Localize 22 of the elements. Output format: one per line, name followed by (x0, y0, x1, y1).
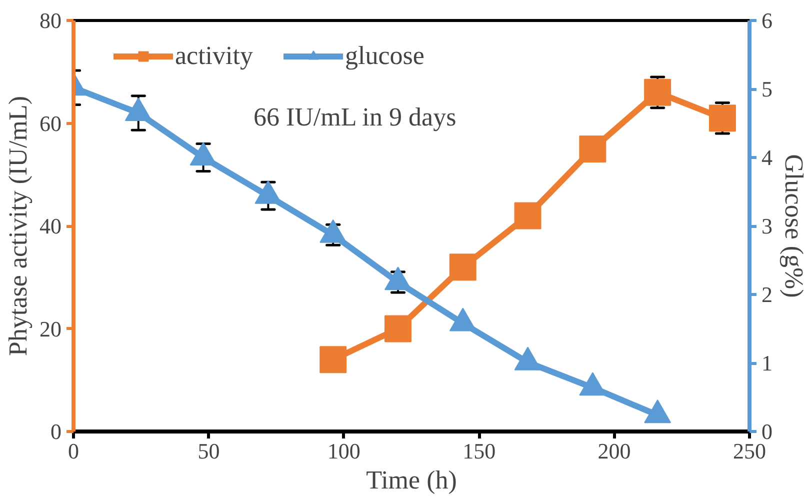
y2-tick-label: 5 (762, 76, 772, 102)
x-tick-label: 100 (327, 438, 360, 464)
y-tick-label: 60 (40, 110, 62, 136)
legend-label: glucose (344, 41, 424, 71)
y2-tick-label: 1 (762, 350, 772, 376)
y2-tick-label: 3 (762, 214, 772, 238)
y2-axis-title: Glucose (g%) (780, 154, 808, 298)
x-tick-label: 150 (462, 438, 496, 464)
y-axis-title: Phytase activity (IU/mL) (4, 96, 32, 356)
x-tick-label: 50 (198, 438, 220, 464)
legend-label: activity (175, 41, 253, 71)
y-tick-label: 0 (50, 419, 62, 444)
y-tick-label: 20 (40, 316, 62, 342)
y-tick-label: 80 (40, 8, 62, 33)
y2-tick-label: 2 (762, 282, 772, 307)
y2-tick-label: 6 (762, 8, 772, 33)
x-tick-label: 0 (68, 438, 79, 464)
x-tick-label: 200 (598, 438, 631, 464)
y2-tick-label: 4 (762, 145, 772, 170)
y-tick-label: 40 (40, 214, 62, 238)
annotation: 66 IU/mL in 9 days (254, 102, 456, 132)
x-axis-title: Time (h) (366, 466, 457, 494)
